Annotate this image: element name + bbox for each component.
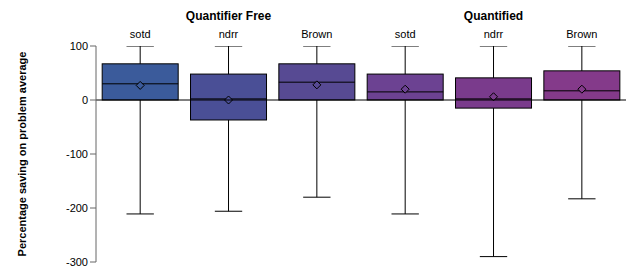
svg-text:Quantified: Quantified <box>464 9 523 23</box>
svg-text:Percentage saving on problem a: Percentage saving on problem average <box>16 52 28 257</box>
svg-text:sotd: sotd <box>395 28 416 40</box>
svg-text:ndrr: ndrr <box>219 28 239 40</box>
svg-text:0: 0 <box>82 94 88 106</box>
svg-text:-100: -100 <box>66 148 88 160</box>
svg-text:Brown: Brown <box>566 28 597 40</box>
svg-text:sotd: sotd <box>130 28 151 40</box>
svg-text:-200: -200 <box>66 202 88 214</box>
svg-text:ndrr: ndrr <box>484 28 504 40</box>
svg-text:Quantifier Free: Quantifier Free <box>186 9 272 23</box>
svg-text:Brown: Brown <box>301 28 332 40</box>
svg-text:-300: -300 <box>66 256 88 268</box>
svg-text:100: 100 <box>70 40 88 52</box>
